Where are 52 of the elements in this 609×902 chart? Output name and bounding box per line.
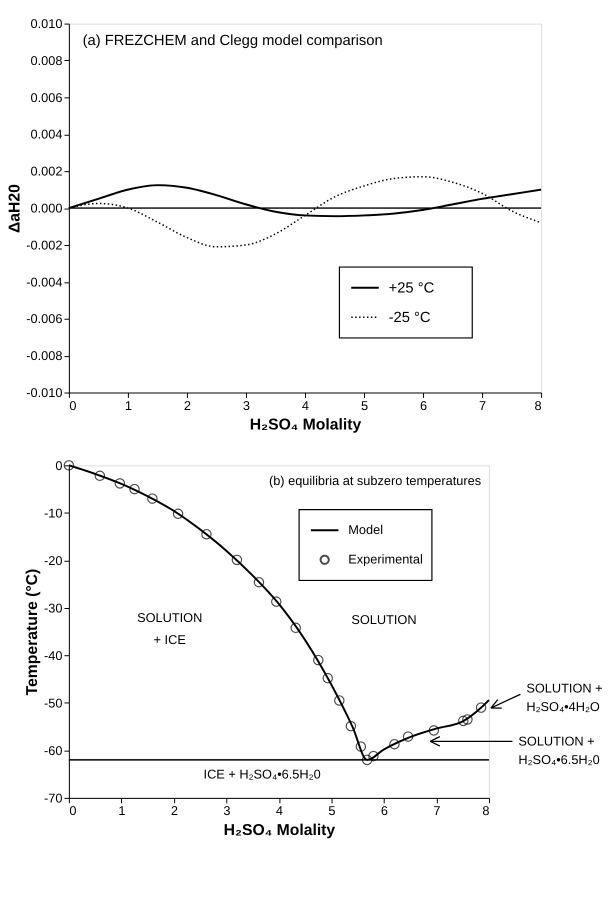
- y-tick-label: 0.006: [30, 90, 62, 105]
- annotation: SOLUTION: [351, 612, 417, 627]
- annotation: SOLUTION + ICE: [137, 610, 202, 647]
- y-tick-label: 0.004: [30, 126, 62, 142]
- x-tick-label: 7: [433, 803, 441, 818]
- x-tick-label: 7: [479, 398, 486, 413]
- y-tick-label: -10: [44, 505, 62, 520]
- x-axis-title: H₂SO₄ Molality: [250, 416, 362, 434]
- y-tick-label: 0.002: [30, 164, 62, 179]
- y-tick-label: -0.008: [26, 348, 62, 364]
- x-tick-label: 0: [69, 803, 76, 818]
- x-tick-label: 5: [328, 803, 336, 818]
- y-tick-label: 0.010: [30, 16, 62, 32]
- y-tick-label: 0.000: [30, 200, 62, 216]
- y-tick-label: -0.002: [26, 237, 62, 252]
- y-axis-title: Temperature (°C): [24, 568, 42, 696]
- x-tick-label: 1: [118, 803, 126, 818]
- annotation: ICE + H₂SO₄•6.5H₂0: [204, 766, 321, 782]
- x-tick-label: 4: [302, 398, 310, 413]
- x-tick-label: 3: [242, 398, 250, 413]
- annotation: SOLUTION + H₂SO₄•4H₂O: [526, 680, 603, 714]
- legend-label: +25 °C: [388, 280, 435, 297]
- legend-label: -25 °C: [388, 310, 431, 326]
- x-tick-label: 4: [276, 803, 283, 818]
- y-axis-title: ΔaH20: [6, 184, 24, 234]
- x-tick-label: 3: [223, 803, 230, 818]
- text: (a) FREZCHEM and Clegg model comparison: [82, 33, 383, 50]
- y-tick-label: -0.010: [26, 384, 62, 400]
- x-tick-label: 1: [124, 398, 132, 413]
- y-tick-label: -50: [44, 695, 62, 710]
- x-tick-label: 6: [380, 803, 388, 818]
- x-axis-title: H₂SO₄ Molality: [224, 822, 336, 839]
- y-tick-label: 0.008: [30, 52, 62, 68]
- x-tick-label: 5: [360, 398, 368, 413]
- y-tick-label: -40: [44, 648, 62, 663]
- legend-label: Experimental: [348, 552, 423, 567]
- x-tick-label: 2: [170, 803, 178, 818]
- x-tick-label: 6: [420, 398, 428, 413]
- legend-label: Model: [348, 522, 384, 538]
- text: SOLUTION + H₂SO₄•6.5H₂0: [518, 733, 600, 767]
- x-tick-label: 0: [69, 398, 76, 413]
- y-tick-label: -60: [44, 742, 62, 758]
- y-tick-label: -0.004: [26, 274, 62, 290]
- text: (b) equilibria at subzero temperatures: [268, 473, 482, 488]
- x-tick-label: 8: [482, 803, 490, 818]
- x-tick-label: 2: [184, 398, 191, 413]
- y-tick-label: -30: [44, 600, 62, 616]
- x-tick-label: 8: [534, 398, 542, 413]
- y-tick-label: 0: [55, 458, 62, 473]
- y-tick-label: -70: [44, 790, 62, 806]
- y-tick-label: -0.006: [26, 311, 62, 326]
- y-tick-label: -20: [44, 552, 62, 568]
